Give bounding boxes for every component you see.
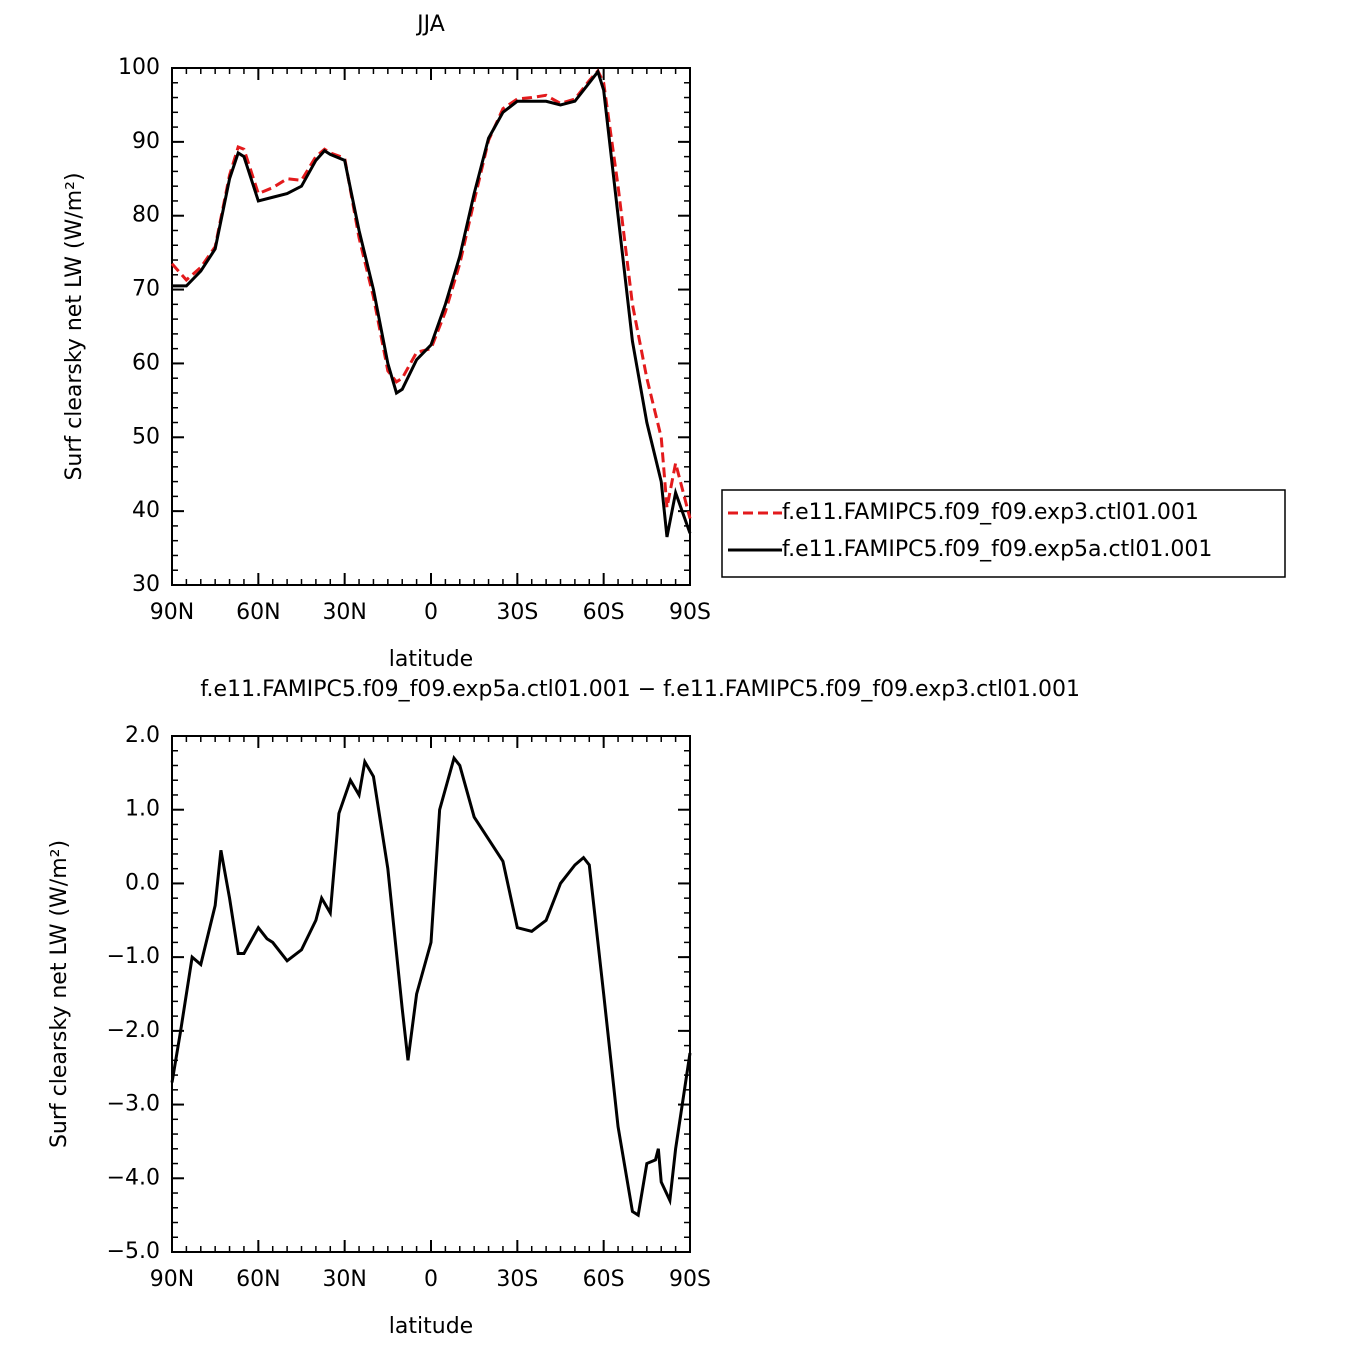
x-tick-label: 90S — [669, 1267, 711, 1292]
x-tick-label: 60N — [236, 600, 280, 625]
x-tick-label: 60N — [236, 1267, 280, 1292]
x-tick-label: 30S — [496, 600, 538, 625]
plot-frame — [171, 67, 691, 586]
x-axis-label: latitude — [389, 1314, 473, 1339]
legend-label: f.e11.FAMIPC5.f09_f09.exp5a.ctl01.001 — [782, 537, 1212, 562]
y-tick-label: 2.0 — [125, 723, 160, 748]
y-tick-label: −1.0 — [107, 944, 160, 969]
data-line — [170, 68, 692, 519]
y-tick-label: 100 — [118, 55, 160, 80]
y-tick-label: 80 — [132, 203, 160, 228]
y-tick-label: 70 — [132, 277, 160, 302]
y-tick-label: 0.0 — [125, 870, 160, 895]
legend-box — [721, 489, 1286, 578]
y-tick-label: −2.0 — [107, 1018, 160, 1043]
x-tick-label: 30N — [322, 600, 366, 625]
y-tick-label: 40 — [132, 498, 160, 523]
x-tick-label: 90N — [150, 1267, 194, 1292]
data-line — [172, 68, 692, 538]
y-tick-label: 60 — [132, 350, 160, 375]
chart-title: JJA — [415, 12, 445, 37]
x-tick-label: 60S — [583, 600, 625, 625]
y-tick-label: 1.0 — [125, 797, 160, 822]
x-axis-label: latitude — [389, 647, 473, 672]
y-tick-label: −3.0 — [107, 1092, 160, 1117]
x-tick-label: 90S — [669, 600, 711, 625]
y-axis-label: Surf clearsky net LW (W/m²) — [62, 172, 87, 480]
data-line — [170, 754, 692, 1218]
y-tick-label: 90 — [132, 129, 160, 154]
x-tick-label: 60S — [583, 1267, 625, 1292]
legend-label: f.e11.FAMIPC5.f09_f09.exp3.ctl01.001 — [782, 500, 1199, 525]
y-axis-label: Surf clearsky net LW (W/m²) — [47, 840, 72, 1148]
x-tick-label: 30N — [322, 1267, 366, 1292]
x-tick-label: 90N — [150, 600, 194, 625]
y-tick-label: −5.0 — [107, 1239, 160, 1264]
y-tick-label: 50 — [132, 424, 160, 449]
x-tick-label: 30S — [496, 1267, 538, 1292]
chart-title: f.e11.FAMIPC5.f09_f09.exp5a.ctl01.001 − … — [200, 677, 1080, 702]
x-tick-label: 0 — [424, 600, 438, 625]
y-tick-label: −4.0 — [107, 1165, 160, 1190]
y-tick-label: 30 — [132, 572, 160, 597]
plot-frame — [171, 735, 691, 1253]
x-tick-label: 0 — [424, 1267, 438, 1292]
